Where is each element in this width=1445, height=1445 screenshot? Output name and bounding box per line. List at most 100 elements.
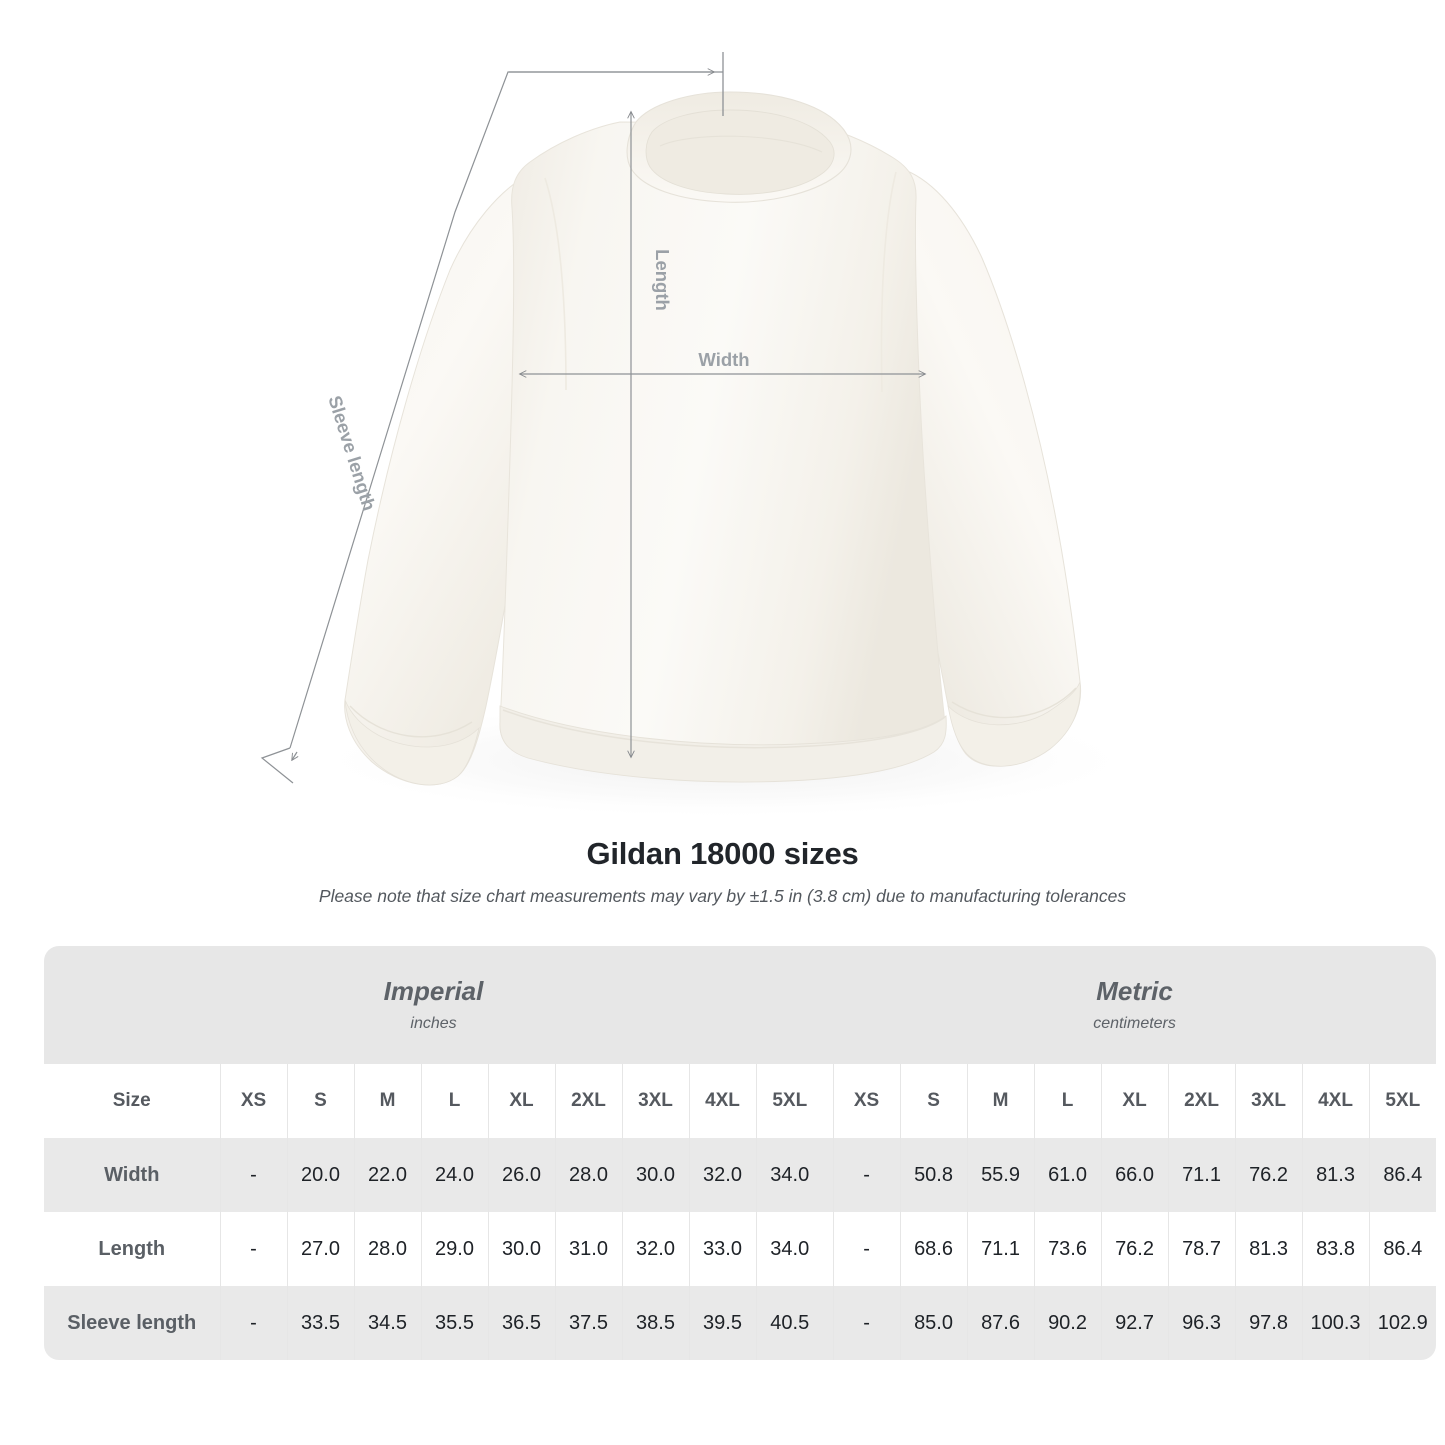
- size-header-metric: S: [899, 1064, 968, 1138]
- section-gap-cell: [823, 1286, 834, 1360]
- measurement-value-metric: 86.4: [1368, 1212, 1437, 1286]
- size-chart-table-wrap: Imperial inches Metric centimeters Size XS S M L…: [44, 946, 1437, 1360]
- size-header-metric: L: [1033, 1064, 1102, 1138]
- measurement-value-imperial: 31.0: [554, 1212, 622, 1286]
- measurement-value-metric: 61.0: [1033, 1138, 1102, 1212]
- size-header-label: Size: [44, 1064, 220, 1138]
- measurement-value-metric: 50.8: [899, 1138, 968, 1212]
- measurement-value-metric: -: [832, 1212, 901, 1286]
- measurement-value-metric: 90.2: [1033, 1286, 1102, 1360]
- size-header-metric: XL: [1100, 1064, 1169, 1138]
- measurement-value-imperial: 34.0: [755, 1138, 824, 1212]
- unit-subname: inches: [410, 1015, 457, 1032]
- measurement-value-metric: 96.3: [1167, 1286, 1236, 1360]
- size-header-metric: 2XL: [1167, 1064, 1236, 1138]
- measurement-value-metric: 87.6: [966, 1286, 1035, 1360]
- left-shoulder-seam: [544, 177, 567, 391]
- tolerance-note: Please note that size chart measurements…: [318, 885, 1127, 906]
- length-label: Length: [652, 249, 673, 311]
- measurement-value-imperial: 28.0: [353, 1212, 421, 1286]
- left-cuff: [344, 699, 480, 786]
- measurement-value-metric: 92.7: [1100, 1286, 1169, 1360]
- table-row: Length -27.0 28.0 29.0 30.0 31.0 32.0 33.0 34.0-…: [44, 1212, 1437, 1286]
- section-gap-cell: [823, 1138, 834, 1212]
- measurement-value-metric: 85.0: [899, 1286, 968, 1360]
- size-header-imperial: 3XL: [621, 1064, 689, 1138]
- collar-inner: [645, 109, 835, 195]
- measurement-value-metric: 78.7: [1167, 1212, 1236, 1286]
- measurement-value-metric: 97.8: [1234, 1286, 1303, 1360]
- measurement-value-imperial: 30.0: [487, 1212, 555, 1286]
- right-shoulder-seam: [880, 171, 897, 393]
- measurement-value-imperial: 34.5: [353, 1286, 421, 1360]
- measurement-value-imperial: 33.5: [286, 1286, 354, 1360]
- size-header-metric: 5XL: [1368, 1064, 1437, 1138]
- unit-header-row: Imperial inches Metric centimeters: [44, 946, 1437, 1064]
- measurement-value-metric: 68.6: [899, 1212, 968, 1286]
- measurement-value-imperial: 27.0: [286, 1212, 354, 1286]
- size-header-row: Size XS S M L XL 2XL 3XL 4XL 5XL XS S M L XL 2XL 3XL 4XL 5…: [44, 1064, 1437, 1138]
- section-gap-cell: [823, 1064, 834, 1138]
- measurement-value-metric: 100.3: [1301, 1286, 1370, 1360]
- sleeve-length-label: Sleeve length: [324, 393, 380, 513]
- measurement-value-metric: 83.8: [1301, 1212, 1370, 1286]
- size-header-imperial: 5XL: [755, 1064, 824, 1138]
- size-header-imperial: M: [353, 1064, 421, 1138]
- measurement-value-imperial: 30.0: [621, 1138, 689, 1212]
- unit-header-cell: Metric centimeters: [833, 946, 1437, 1064]
- measurement-value-metric: -: [832, 1286, 901, 1360]
- width-label: Width: [698, 349, 749, 370]
- measurement-value-imperial: 34.0: [755, 1212, 824, 1286]
- measurement-value-imperial: 24.0: [420, 1138, 488, 1212]
- sleeve-length-guide: [260, 52, 724, 784]
- measurement-value-imperial: 26.0: [487, 1138, 555, 1212]
- measurement-value-metric: 71.1: [1167, 1138, 1236, 1212]
- measurement-value-imperial: -: [219, 1138, 287, 1212]
- measurement-value-metric: 55.9: [966, 1138, 1035, 1212]
- size-header-metric: 4XL: [1301, 1064, 1370, 1138]
- sweatshirt-body: [499, 121, 945, 782]
- measurement-value-imperial: 32.0: [621, 1212, 689, 1286]
- size-header-imperial: XL: [487, 1064, 555, 1138]
- measurement-value-imperial: -: [219, 1286, 287, 1360]
- measurement-value-imperial: 35.5: [420, 1286, 488, 1360]
- section-gap-cell: [823, 1212, 834, 1286]
- measurement-label: Width: [44, 1138, 220, 1212]
- measurement-value-metric: 71.1: [966, 1212, 1035, 1286]
- measurement-value-imperial: -: [219, 1212, 287, 1286]
- measurement-value-metric: 86.4: [1368, 1138, 1437, 1212]
- measurement-value-imperial: 39.5: [688, 1286, 756, 1360]
- measurement-value-metric: 73.6: [1033, 1212, 1102, 1286]
- measurement-value-metric: 76.2: [1100, 1212, 1169, 1286]
- size-header-metric: XS: [832, 1064, 901, 1138]
- unit-gap-cell: [823, 946, 834, 1064]
- garment-diagram-panel: Sleeve length Length Width: [260, 52, 1145, 820]
- title-block: Gildan 18000 sizes Please note that size…: [0, 836, 1445, 907]
- measurement-label: Sleeve length: [44, 1286, 220, 1360]
- table-row: Sleeve length -33.5 34.5 35.5 36.5 37.5 38.5 39…: [44, 1286, 1437, 1360]
- size-header-imperial: L: [420, 1064, 488, 1138]
- measurement-value-metric: 102.9: [1368, 1286, 1437, 1360]
- measurement-value-imperial: 22.0: [353, 1138, 421, 1212]
- table-row: Width -20.0 22.0 24.0 26.0 28.0 30.0 32.0 34.0-5…: [44, 1138, 1437, 1212]
- sweatshirt-illustration: Sleeve length Length Width: [260, 52, 1145, 820]
- size-header-metric: 3XL: [1234, 1064, 1303, 1138]
- unit-name: Imperial: [383, 976, 484, 1007]
- size-header-imperial: S: [286, 1064, 354, 1138]
- measurement-value-metric: 81.3: [1301, 1138, 1370, 1212]
- size-header-metric: M: [966, 1064, 1035, 1138]
- unit-subname: centimeters: [1093, 1015, 1176, 1032]
- measurement-value-imperial: 28.0: [554, 1138, 622, 1212]
- right-cuff-seam: [951, 687, 1077, 719]
- unit-name: Metric: [1096, 976, 1173, 1007]
- measurement-value-imperial: 36.5: [487, 1286, 555, 1360]
- waistband-seam: [502, 709, 946, 749]
- measurement-label: Length: [44, 1212, 220, 1286]
- measurement-value-imperial: 38.5: [621, 1286, 689, 1360]
- size-header-imperial: 2XL: [554, 1064, 622, 1138]
- size-header-imperial: 4XL: [688, 1064, 756, 1138]
- size-header-imperial: XS: [219, 1064, 287, 1138]
- measurement-value-metric: -: [832, 1138, 901, 1212]
- measurement-value-metric: 81.3: [1234, 1212, 1303, 1286]
- waistband: [499, 705, 947, 783]
